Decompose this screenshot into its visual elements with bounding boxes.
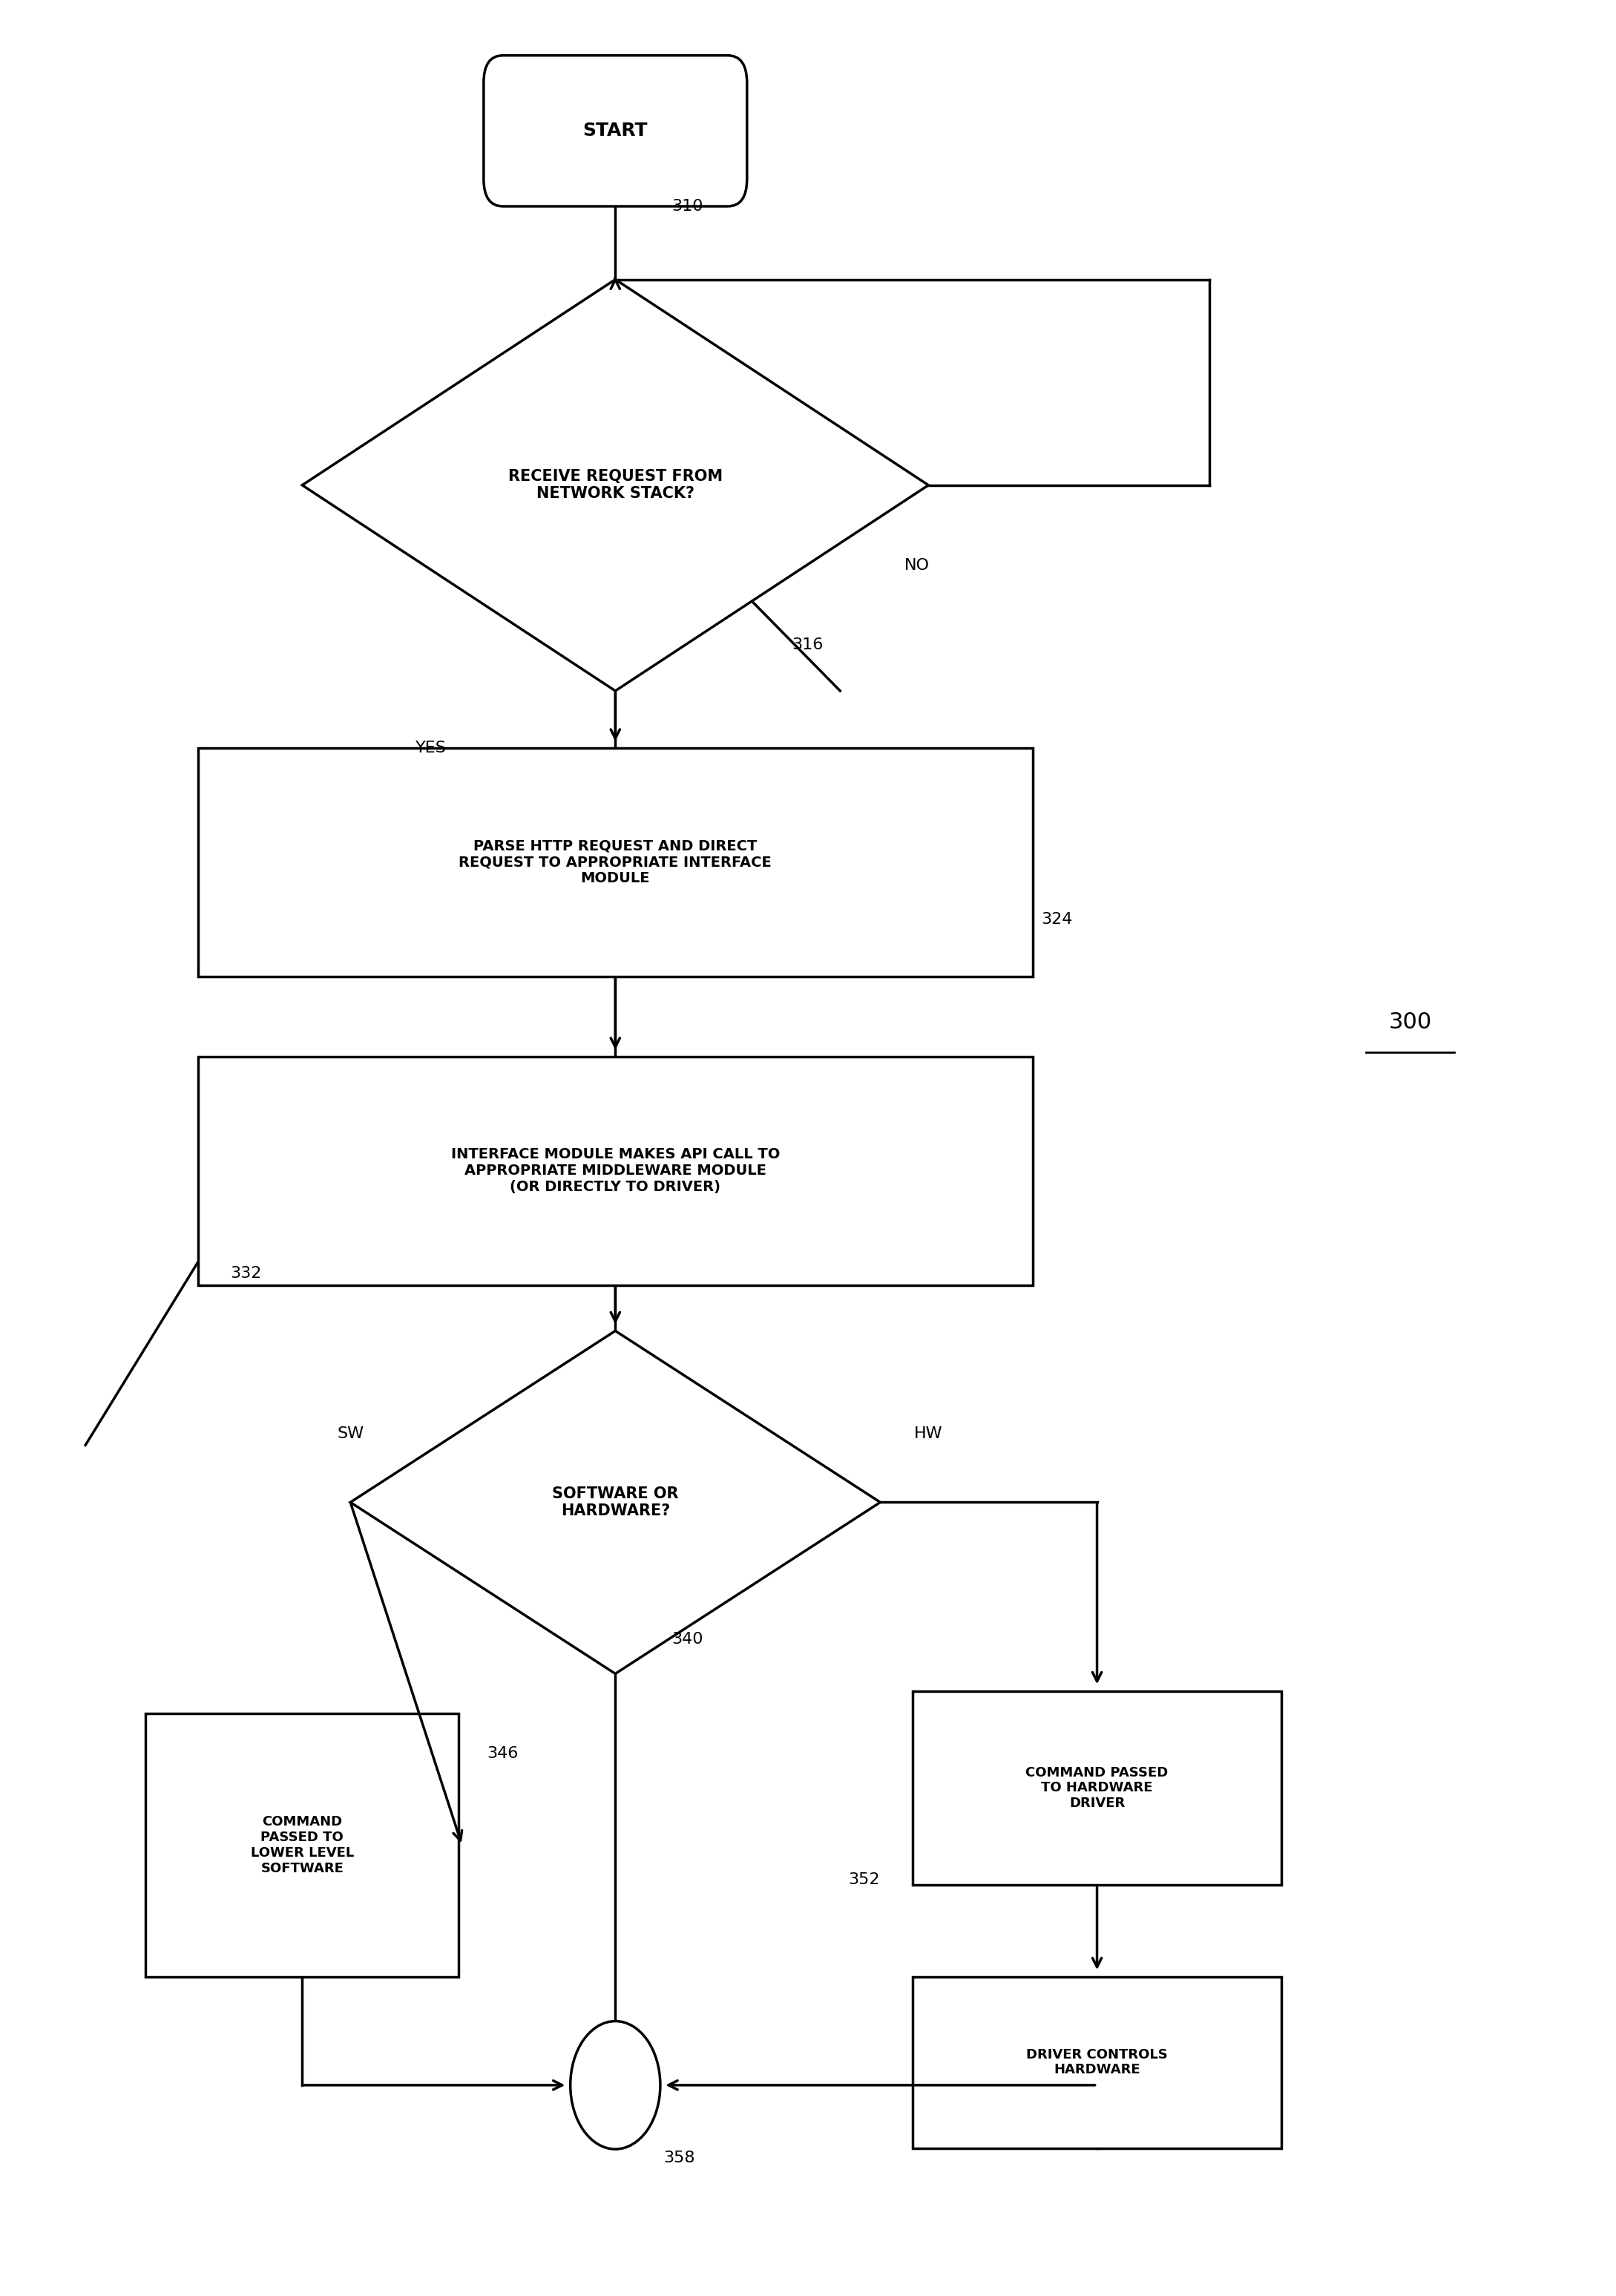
Text: SOFTWARE OR
HARDWARE?: SOFTWARE OR HARDWARE? (553, 1486, 679, 1518)
Text: NO: NO (905, 558, 929, 572)
Text: HW: HW (915, 1426, 942, 1442)
Polygon shape (351, 1332, 881, 1674)
Text: 324: 324 (1041, 912, 1073, 928)
Text: START: START (583, 122, 648, 140)
Text: RECEIVE REQUEST FROM
NETWORK STACK?: RECEIVE REQUEST FROM NETWORK STACK? (507, 468, 722, 501)
Text: SW: SW (338, 1426, 364, 1442)
Bar (197, 748, 1033, 976)
Text: 332: 332 (229, 1267, 262, 1281)
Circle shape (570, 2020, 661, 2149)
Text: INTERFACE MODULE MAKES API CALL TO
APPROPRIATE MIDDLEWARE MODULE
(OR DIRECTLY TO: INTERFACE MODULE MAKES API CALL TO APPRO… (451, 1148, 781, 1194)
Text: YES: YES (415, 742, 446, 755)
Text: PARSE HTTP REQUEST AND DIRECT
REQUEST TO APPROPRIATE INTERFACE
MODULE: PARSE HTTP REQUEST AND DIRECT REQUEST TO… (459, 838, 772, 886)
Text: 358: 358 (664, 2151, 695, 2165)
Text: COMMAND
PASSED TO
LOWER LEVEL
SOFTWARE: COMMAND PASSED TO LOWER LEVEL SOFTWARE (250, 1816, 354, 1876)
Polygon shape (302, 280, 929, 691)
Text: DRIVER CONTROLS
HARDWARE: DRIVER CONTROLS HARDWARE (1026, 2048, 1168, 2076)
Text: COMMAND PASSED
TO HARDWARE
DRIVER: COMMAND PASSED TO HARDWARE DRIVER (1026, 1766, 1168, 1809)
Bar (913, 1690, 1281, 1885)
Text: 300: 300 (1388, 1013, 1432, 1033)
Bar (913, 1977, 1281, 2149)
Text: 340: 340 (672, 1632, 703, 1646)
Text: 316: 316 (792, 638, 824, 652)
Bar (145, 1713, 459, 1977)
Bar (197, 1056, 1033, 1286)
Text: 310: 310 (672, 200, 703, 214)
FancyBboxPatch shape (483, 55, 747, 207)
Text: 352: 352 (848, 1871, 879, 1887)
Text: 346: 346 (486, 1747, 519, 1761)
